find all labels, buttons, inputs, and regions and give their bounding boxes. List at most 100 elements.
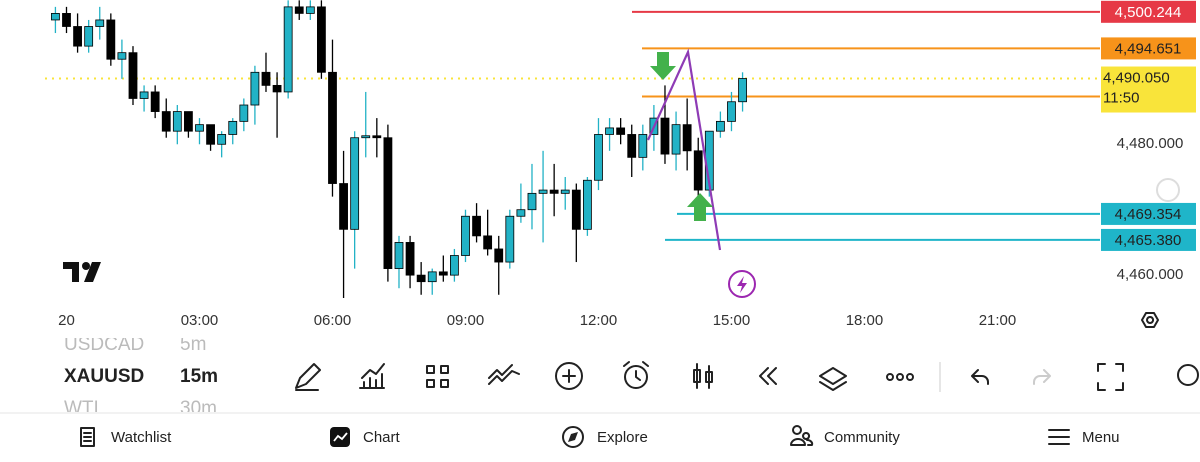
community-icon[interactable]: [790, 425, 814, 446]
symbol[interactable]: WTI: [64, 398, 99, 419]
candle-body: [627, 134, 637, 158]
undo[interactable]: [971, 369, 989, 385]
candle-body: [228, 120, 238, 135]
logo-part: [84, 262, 101, 282]
chart-icon[interactable]: [333, 432, 348, 442]
candle-body: [117, 52, 127, 60]
candle-body: [84, 26, 94, 47]
bottom-nav: Watchlist Chart Explore Community Menu: [80, 425, 1120, 448]
candle-body: [450, 255, 459, 276]
interval[interactable]: 30m: [180, 398, 217, 419]
nav-item[interactable]: Community: [824, 429, 900, 446]
candle-body: [172, 111, 182, 132]
candle-body: [727, 101, 736, 122]
fullscreen[interactable]: [1097, 363, 1124, 391]
candle-body: [549, 189, 559, 194]
price-level-label: 4,465.380: [1115, 232, 1182, 249]
explore-icon[interactable]: [568, 432, 578, 442]
layers-tool[interactable]: [819, 367, 847, 391]
candle-body: [372, 135, 382, 139]
candle-body: [616, 127, 626, 135]
candle-body: [571, 189, 581, 230]
candle-body: [394, 242, 404, 269]
alert-tool[interactable]: [624, 365, 648, 389]
add-tool[interactable]: [555, 362, 583, 390]
y-tick-label: 4,480.000: [1117, 135, 1184, 152]
drawings: [63, 48, 1180, 328]
candle-body: [161, 111, 171, 132]
alert-icon[interactable]: [728, 270, 756, 298]
more-tool[interactable]: [906, 373, 914, 381]
nav-item[interactable]: Watchlist: [111, 429, 172, 446]
toolbar: [295, 361, 1199, 392]
redo[interactable]: [1033, 369, 1051, 385]
interval[interactable]: 5m: [180, 334, 206, 355]
settings-icon[interactable]: [1141, 312, 1159, 328]
candle-body: [438, 271, 448, 276]
candle-body: [671, 124, 681, 155]
candle-body: [483, 235, 493, 250]
more-tools[interactable]: [1177, 364, 1199, 386]
candle-body: [416, 274, 426, 283]
watchlist-icon[interactable]: [80, 427, 95, 447]
candle-body: [461, 215, 470, 256]
candle-body: [582, 179, 592, 230]
nav-item[interactable]: Chart: [363, 429, 401, 446]
candle-body: [560, 189, 570, 194]
candle-body: [250, 71, 260, 106]
more-tool[interactable]: [896, 373, 904, 381]
price-level-label: 4,494.651: [1115, 40, 1182, 57]
candle-body: [339, 183, 348, 230]
symbol-list[interactable]: USDCAD 5m XAUUSD 15m WTI 30m: [64, 334, 218, 419]
menu-icon[interactable]: [1048, 429, 1070, 445]
candle-body: [195, 124, 204, 132]
scroll-handle[interactable]: [1156, 178, 1180, 202]
candle-body: [405, 242, 415, 276]
candle-body: [638, 134, 648, 158]
y-tick-label: 4,460.000: [1117, 266, 1184, 283]
x-tick-label: 21:00: [979, 312, 1017, 329]
candle-body: [206, 124, 215, 145]
arrow-down: [650, 52, 676, 80]
candle-body: [538, 189, 548, 194]
alert-bolt: [737, 276, 747, 293]
candle-body: [217, 134, 227, 145]
candle-body: [605, 127, 614, 135]
candle-body: [682, 124, 692, 152]
candle-body: [328, 71, 337, 184]
candle-body: [383, 137, 393, 269]
plot-area: [45, 0, 1100, 299]
candle-body: [272, 84, 282, 93]
interval[interactable]: 15m: [180, 366, 218, 387]
indicators-tool[interactable]: [359, 363, 385, 389]
compare-tool[interactable]: [488, 364, 520, 385]
candle-body: [427, 271, 437, 283]
nav-item[interactable]: Explore: [597, 429, 648, 446]
candle-body: [239, 104, 249, 122]
nav-item[interactable]: Menu: [1082, 429, 1120, 446]
candle-body: [305, 6, 315, 14]
alert-tool[interactable]: [623, 361, 649, 381]
candles-tool[interactable]: [693, 363, 713, 389]
add-tool[interactable]: [562, 369, 576, 383]
price-level-label: 4,469.354: [1115, 206, 1182, 223]
symbol[interactable]: USDCAD: [64, 334, 144, 355]
candle-body: [505, 215, 515, 263]
candle-body: [95, 19, 105, 27]
candle-body: [660, 117, 670, 155]
candle-body: [693, 150, 703, 191]
candle-body: [261, 71, 271, 86]
candle-body: [738, 78, 747, 103]
candle-body: [139, 91, 149, 99]
draw-tool[interactable]: [295, 363, 321, 391]
countdown-label: 11:50: [1103, 89, 1139, 106]
layout-tool[interactable]: [426, 365, 449, 388]
symbol[interactable]: XAUUSD: [64, 366, 144, 387]
price-level-tag: [1101, 202, 1196, 225]
explore-icon[interactable]: [562, 426, 584, 448]
more-tool[interactable]: [886, 373, 894, 381]
x-tick-label: 20: [58, 312, 75, 329]
replay-tool[interactable]: [759, 367, 777, 385]
price-level-label: 4,500.244: [1115, 4, 1182, 21]
